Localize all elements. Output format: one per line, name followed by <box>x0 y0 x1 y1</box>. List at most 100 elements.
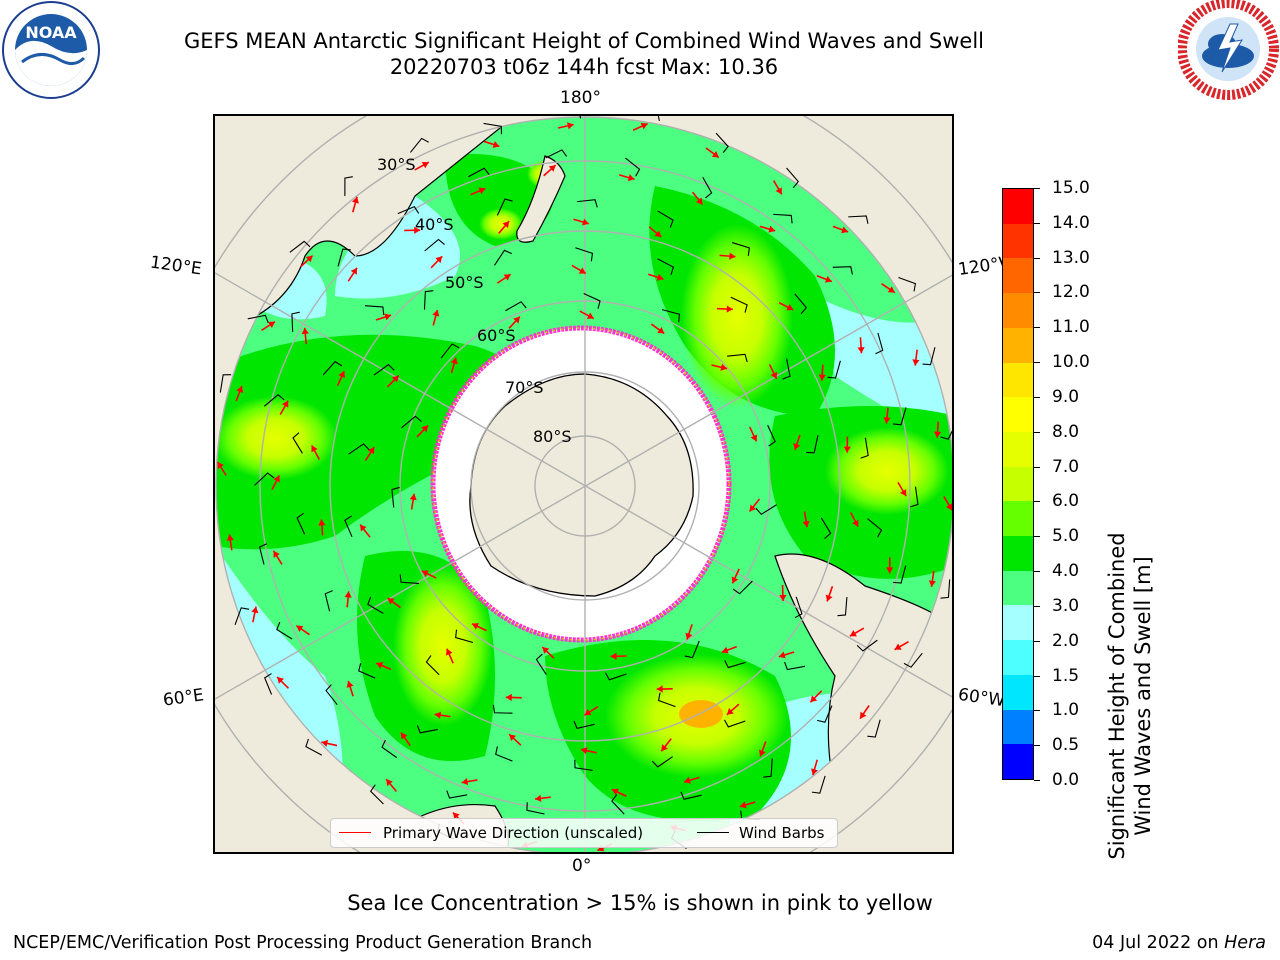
wind-barb <box>794 293 808 315</box>
colorbar-band <box>1003 674 1033 710</box>
wave-arrow-head <box>810 768 818 776</box>
wave-arrow-head <box>654 230 662 238</box>
colorbar-tick-label: 1.0 <box>1052 700 1080 721</box>
wave-arrow-head <box>387 598 395 605</box>
wave-arrow-head <box>376 662 384 669</box>
wind-barb <box>492 704 513 714</box>
wind-barb <box>794 596 803 619</box>
wind-barb <box>723 719 746 728</box>
wave-arrow-head <box>267 321 275 329</box>
wave-arrow-head <box>461 778 469 786</box>
legend-wave-line <box>339 832 371 833</box>
wave-arrow-head <box>513 316 520 324</box>
wave-arrow-head <box>729 252 736 260</box>
lon-label-60e: 60°E <box>161 685 206 711</box>
wind-barb <box>573 720 595 729</box>
polar-map: 30°S 40°S 50°S 60°S 70°S 80°S <box>215 116 952 852</box>
colorbar-tick-mark <box>1034 362 1040 364</box>
colorbar-tick-mark <box>1034 571 1040 573</box>
noaa-logo-text: NOAA <box>25 23 77 42</box>
wind-barb <box>545 149 568 159</box>
wave-arrow-head <box>768 225 776 233</box>
wave-arrow-head <box>912 359 920 366</box>
wave-arrow-head <box>305 255 313 263</box>
wave-arrow-head <box>502 221 510 229</box>
wind-barb <box>381 739 398 759</box>
wind-barb <box>724 660 746 669</box>
wind-barb <box>264 673 273 695</box>
wind-barb <box>820 517 832 539</box>
wave-arrow-head <box>435 256 443 264</box>
wave-arrow-head <box>726 305 733 313</box>
colorbar-tick-label: 7.0 <box>1052 456 1080 477</box>
wind-barb <box>364 305 385 315</box>
colorbar-band <box>1003 535 1033 571</box>
wind-barb <box>337 248 351 267</box>
wave-arrow-head <box>852 519 859 527</box>
wind-barb <box>399 574 420 584</box>
wind-barb <box>409 137 429 153</box>
wave-arrow-head <box>391 375 399 383</box>
wave-arrow-head <box>434 711 442 719</box>
footer-date: 04 Jul 2022 on Hera <box>1092 933 1266 953</box>
wave-arrow-head <box>432 309 440 317</box>
wind-barb <box>425 655 440 676</box>
wave-arrow-head <box>360 524 367 532</box>
footer-host: Hera <box>1224 933 1266 953</box>
wind-barb <box>254 472 275 486</box>
colorbar-tick-mark <box>1034 675 1040 677</box>
colorbar-tick-mark <box>1034 396 1040 398</box>
wave-arrow-head <box>421 570 429 577</box>
wave-arrow-head <box>236 386 244 393</box>
wave-arrow-head <box>351 196 359 204</box>
colorbar-band <box>1003 570 1033 606</box>
wind-barb <box>940 430 952 440</box>
legend-barb-line <box>697 832 729 833</box>
wave-arrow-head <box>825 594 833 602</box>
noaa-logo: NOAA <box>2 1 100 99</box>
wave-arrow-head <box>367 447 375 455</box>
wave-arrow-head <box>750 434 758 442</box>
wave-arrow-head <box>928 580 936 587</box>
wind-barb <box>731 242 750 256</box>
wave-arrow-head <box>684 776 691 784</box>
graticule <box>215 116 952 852</box>
colorbar-tick-mark <box>1034 710 1040 712</box>
wind-barb <box>373 363 395 376</box>
wind-barb <box>657 210 674 228</box>
lon-label-180: 180° <box>560 88 601 108</box>
wind-barb <box>893 407 907 426</box>
colorbar-tick-mark <box>1034 466 1040 468</box>
wind-barb <box>651 756 673 768</box>
wave-arrow-head <box>277 677 284 684</box>
wave-arrow-head <box>610 652 617 660</box>
wind-barb <box>258 543 268 565</box>
wave-arrow-head <box>452 812 460 820</box>
wave-arrow-head <box>802 520 810 528</box>
wind-barb <box>625 157 641 177</box>
wind-barb <box>767 424 776 447</box>
wave-arrow-head <box>720 363 728 371</box>
wind-barb <box>401 415 422 429</box>
wind-barb <box>535 653 547 675</box>
wind-barb <box>577 199 598 208</box>
wind-barb <box>423 290 434 310</box>
wave-arrow-head <box>492 141 500 148</box>
colorbar-tick-label: 6.0 <box>1052 491 1080 512</box>
colorbar-tick-label: 2.0 <box>1052 630 1080 651</box>
wave-arrow-head <box>582 218 589 226</box>
wind-barb <box>440 343 460 359</box>
wind-barb <box>832 266 853 275</box>
wind-barb <box>219 374 232 393</box>
wind-barb <box>416 725 438 734</box>
wave-arrow-head <box>584 708 592 716</box>
colorbar-tick-label: 3.0 <box>1052 595 1080 616</box>
wave-arrow-head <box>567 122 574 130</box>
wind-barb <box>397 205 420 215</box>
wave-arrow-head <box>217 461 224 469</box>
wind-barb <box>657 258 675 275</box>
wind-barb <box>786 167 800 189</box>
nws-logo <box>1178 0 1279 100</box>
wave-arrow-head <box>580 747 588 755</box>
wave-arrow-head <box>841 226 849 234</box>
